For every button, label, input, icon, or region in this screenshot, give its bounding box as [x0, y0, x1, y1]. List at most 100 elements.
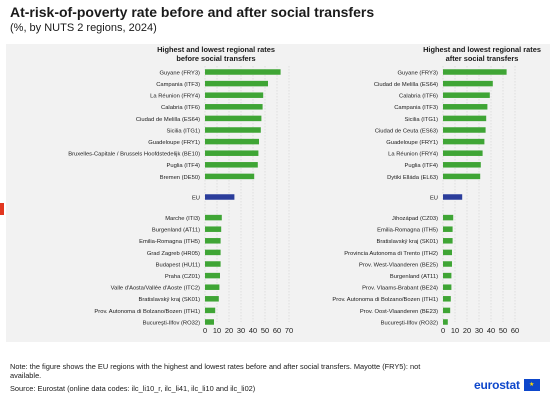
chart-1-bar-19: [205, 307, 216, 314]
chart-1-category-label-20: Bucureşti-Ilfov (RO32): [143, 320, 200, 326]
chart-subtitle: (%, by NUTS 2 regions, 2024): [10, 22, 157, 34]
chart-2-bar-19: [443, 307, 451, 314]
chart-1-category-label-15: Budapest (HU11): [156, 262, 200, 268]
chart-2-bar-2: [443, 92, 490, 98]
chart-title: At-risk-of-poverty rate before and after…: [10, 4, 375, 20]
chart-2-category-label-11: Jihozápad (CZ03): [392, 216, 438, 222]
chart-1-category-label-4: Ciudad de Melilla (ES64): [136, 117, 200, 123]
chart-1-bar-2: [205, 92, 264, 98]
chart-2-category-label-16: Burgenland (AT11): [390, 274, 438, 280]
chart-1-category-label-12: Burgenland (AT11): [152, 228, 200, 234]
source-note: Source: Eurostat (online data codes: ilc…: [10, 384, 256, 393]
chart-2-category-label-18: Prov. Autonoma di Bolzano/Bozen (ITH1): [332, 297, 438, 303]
chart-2-category-label-4: Sicilia (ITG1): [405, 117, 439, 123]
chart-1-bar-6: [205, 138, 259, 145]
chart-1-category-label-18: Bratislavský kraj (SK01): [138, 297, 200, 303]
chart-1-category-label-9: Bremen (DE50): [160, 175, 200, 181]
chart-2-bar-3: [443, 104, 488, 110]
chart-1-bar-20: [205, 319, 214, 325]
chart-2-bar-9: [443, 173, 481, 180]
chart-2-bar-14: [443, 249, 452, 256]
chart-1-category-label-13: Emilia-Romagna (ITH5): [139, 239, 200, 245]
chart-2-bar-16: [443, 272, 452, 279]
chart-1-category-label-14: Grad Zagreb (HR05): [147, 251, 200, 257]
chart-1-bar-5: [205, 127, 261, 133]
chart-2-bar-6: [443, 138, 485, 145]
chart-1-category-label-11: Marche (ITI3): [165, 216, 200, 222]
chart-2-bar-11: [443, 214, 454, 221]
chart-2-xtick-40: 40: [487, 326, 495, 335]
chart-2-xtick-20: 20: [463, 326, 471, 335]
logo-text: eurostat: [474, 378, 520, 392]
chart-2-bar-15: [443, 261, 452, 267]
chart-2-category-label-14: Provincia Autonoma di Trento (ITH2): [344, 251, 438, 257]
chart-2-category-label-5: Ciudad de Ceuta (ES63): [375, 128, 438, 134]
chart-1-bar-15: [205, 261, 221, 267]
eurostat-logo: eurostat ★: [474, 378, 540, 392]
chart-1-bar-17: [205, 284, 220, 290]
chart-2-category-label-15: Prov. West-Vlaanderen (BE25): [359, 262, 438, 268]
chart-2-bar-10: [443, 194, 463, 200]
chart-1-category-label-5: Sicilia (ITG1): [167, 128, 201, 134]
chart-2-xtick-60: 60: [511, 326, 519, 335]
chart-1-xtick-0: 0: [203, 326, 207, 335]
chart-1-category-label-16: Praha (CZ01): [165, 274, 200, 280]
chart-1-bar-3: [205, 104, 263, 110]
chart-1-bar-0: [205, 69, 281, 75]
chart-2-category-label-3: Campania (ITF3): [394, 105, 438, 111]
chart-1-category-label-3: Calabria (ITF6): [161, 105, 200, 111]
chart-2-category-label-10: EU: [430, 195, 438, 201]
chart-2-bar-12: [443, 226, 453, 232]
chart-1-bar-18: [205, 296, 219, 302]
chart-1-category-label-6: Guadeloupe (FRY1): [148, 140, 200, 146]
chart-1-category-label-8: Puglia (ITF4): [166, 163, 200, 169]
chart-1-title-line-1: Highest and lowest regional rates: [157, 45, 275, 54]
chart-2-category-label-20: Bucureşti-Ilfov (RO32): [381, 320, 438, 326]
chart-1-title-line-2: before social transfers: [176, 54, 255, 63]
chart-2-bar-8: [443, 162, 481, 168]
chart-2-category-label-6: Guadeloupe (FRY1): [386, 140, 438, 146]
chart-2-bar-13: [443, 238, 453, 244]
chart-canvas: Highest and lowest regional ratesbefore …: [68, 45, 541, 335]
chart-1-bar-7: [205, 150, 259, 156]
chart-1-xtick-60: 60: [273, 326, 281, 335]
chart-2-category-label-13: Bratislavský kraj (SK01): [376, 239, 438, 245]
chart-1-xtick-10: 10: [213, 326, 221, 335]
chart-2-category-label-7: La Réunion (FRY4): [388, 152, 438, 158]
chart-2-bar-0: [443, 69, 507, 75]
chart-2-xtick-30: 30: [475, 326, 483, 335]
chart-1-bar-13: [205, 238, 221, 244]
chart-1-category-label-2: La Réunion (FRY4): [150, 94, 200, 100]
chart-1-category-label-0: Guyane (FRY3): [160, 70, 201, 76]
chart-1-xtick-50: 50: [261, 326, 269, 335]
chart-1-bar-11: [205, 214, 222, 221]
footnote: Note: the figure shows the EU regions wi…: [10, 362, 421, 380]
chart-1-bar-16: [205, 272, 220, 279]
chart-2-title-line-1: Highest and lowest regional rates: [423, 45, 541, 54]
chart-2-bar-7: [443, 150, 483, 156]
chart-panel: Highest and lowest regional rates before …: [6, 44, 550, 342]
chart-1-category-label-7: Bruxelles-Capitale / Brussels Hoofdstede…: [68, 152, 200, 158]
chart-2-category-label-9: Dytiki Elláda (EL63): [387, 175, 438, 181]
chart-1-xtick-70: 70: [285, 326, 293, 335]
chart-1-bar-14: [205, 249, 221, 256]
chart-2-bar-4: [443, 115, 487, 122]
eu-flag-icon: ★: [523, 379, 540, 391]
chart-2-category-label-1: Ciudad de Melilla (ES64): [374, 82, 438, 88]
chart-2-bar-5: [443, 127, 486, 133]
chart-2-category-label-17: Prov. Vlaams-Brabant (BE24): [362, 286, 438, 292]
chart-1-xtick-40: 40: [249, 326, 257, 335]
edge-marker: [0, 203, 4, 215]
chart-2-category-label-2: Calabria (ITF6): [399, 94, 438, 100]
chart-2-bar-1: [443, 80, 493, 87]
chart-2-category-label-8: Puglia (ITF4): [404, 163, 438, 169]
chart-2-category-label-0: Guyane (FRY3): [398, 70, 439, 76]
chart-2-xtick-10: 10: [451, 326, 459, 335]
chart-1-xtick-30: 30: [237, 326, 245, 335]
chart-1-xtick-20: 20: [225, 326, 233, 335]
chart-1-bar-4: [205, 115, 262, 122]
chart-1-category-label-19: Prov. Autonoma di Bolzano/Bozen (ITH1): [94, 309, 200, 315]
chart-1-bar-1: [205, 80, 268, 87]
header: At-risk-of-poverty rate before and after…: [10, 4, 548, 35]
chart-1-bar-12: [205, 226, 222, 232]
